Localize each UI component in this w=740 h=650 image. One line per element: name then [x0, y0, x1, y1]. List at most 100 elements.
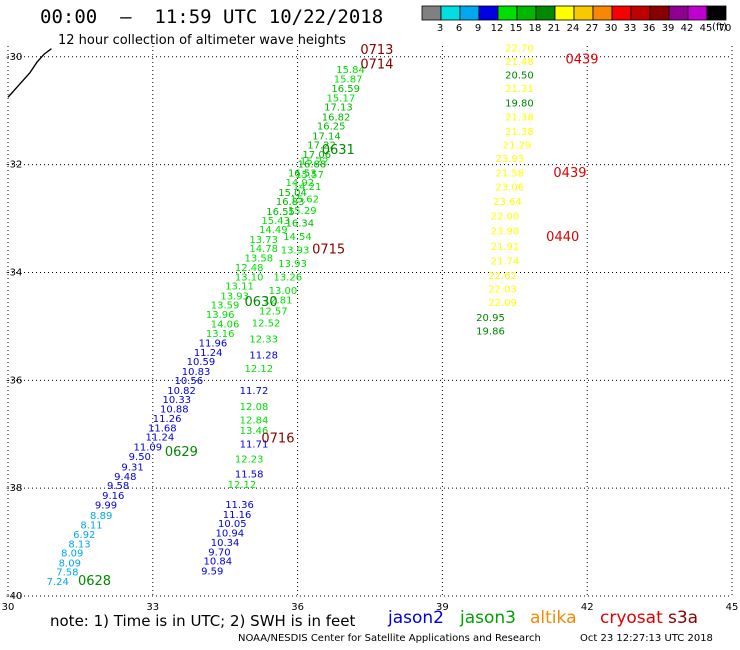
wave-height-value: 13.93	[278, 259, 307, 270]
scale-label: 27	[586, 23, 599, 34]
lat-tick-label: -30	[6, 52, 22, 63]
wave-height-value: 10.88	[160, 405, 189, 416]
legend-s3a: s3a	[668, 608, 699, 628]
wave-height-value: 16.34	[286, 219, 315, 230]
wave-height-value: 15.43	[261, 216, 290, 227]
wave-height-value: 8.09	[59, 558, 81, 569]
wave-height-value: 21.58	[495, 168, 524, 179]
scale-swatch	[535, 5, 556, 21]
scale-label: 15	[510, 23, 523, 34]
wave-height-value: 12.23	[235, 454, 264, 465]
wave-height-value: 13.10	[235, 273, 264, 284]
wave-height-value: 13.59	[211, 301, 240, 312]
wave-height-value: 21.74	[491, 256, 520, 267]
footer-credit: NOAA/NESDIS Center for Satellite Applica…	[238, 633, 541, 644]
legend-cryosat: cryosat	[600, 608, 663, 628]
wave-height-value: 20.95	[476, 313, 505, 324]
map-subtitle: 12 hour collection of altimeter wave hei…	[58, 33, 346, 48]
scale-swatch	[668, 5, 689, 21]
wave-height-value: 16.55	[266, 207, 295, 218]
wave-height-value: 20.50	[505, 70, 534, 81]
wave-height-value: 21.38	[505, 127, 534, 138]
wave-height-value: 11.24	[146, 433, 175, 444]
lat-tick-label: -40	[6, 591, 22, 602]
wave-height-value: 10.34	[211, 538, 240, 549]
scale-label: 36	[643, 23, 656, 34]
scale-swatch	[497, 5, 518, 21]
wave-height-value: 23.90	[491, 227, 520, 238]
wave-height-value: 15.04	[278, 188, 307, 199]
wave-height-value: 12.84	[240, 415, 269, 426]
wave-height-value: 9.58	[107, 481, 129, 492]
wave-height-value: 21.38	[505, 112, 534, 123]
wave-height-value: 12.33	[249, 335, 278, 346]
wave-height-value: 9.48	[114, 472, 136, 483]
wave-height-value: 9.50	[129, 452, 151, 463]
legend-jason3: jason3	[460, 608, 516, 628]
legend-jason2: jason2	[388, 608, 444, 628]
pass-time-label: 0439	[553, 166, 586, 181]
wave-height-value: 11.96	[199, 338, 228, 349]
wave-height-value: 21.31	[505, 84, 534, 95]
wave-height-value: 16.25	[317, 122, 346, 133]
wave-height-value: 15.22	[300, 157, 329, 168]
wave-height-value: 10.94	[216, 529, 245, 540]
lon-tick-label: 33	[146, 602, 159, 613]
wave-height-value: 19.80	[505, 98, 534, 109]
scale-swatch	[554, 5, 575, 21]
wave-height-value: 9.59	[201, 566, 223, 577]
lon-tick-label: 42	[581, 602, 594, 613]
wave-height-value: 7.58	[56, 568, 78, 579]
wave-height-value: 13.96	[206, 310, 235, 321]
scale-swatch	[459, 5, 480, 21]
wave-height-value: 7.24	[47, 577, 69, 588]
wave-height-value: 9.31	[121, 462, 143, 473]
wave-height-value: 13.58	[245, 254, 274, 265]
scale-swatch	[592, 5, 613, 21]
wave-height-value: 6.92	[73, 530, 95, 541]
wave-height-value: 11.28	[249, 351, 278, 362]
wave-height-value: 9.70	[208, 548, 230, 559]
wave-height-value: 12.57	[259, 307, 288, 318]
wave-height-value: 12.08	[240, 402, 269, 413]
pass-time-label: 0628	[78, 574, 111, 589]
scale-swatch	[440, 5, 461, 21]
wave-height-value: 13.73	[249, 235, 278, 246]
wave-height-value: 21.29	[503, 140, 532, 151]
wave-height-value: 10.59	[187, 357, 216, 368]
lat-tick-label: -38	[6, 483, 22, 494]
wave-height-value: 15.17	[327, 94, 356, 105]
scale-label: 33	[624, 23, 637, 34]
pass-time-label: 0716	[261, 431, 294, 446]
wave-height-value: 13.00	[269, 286, 298, 297]
scale-label: 45	[700, 23, 713, 34]
pass-time-label: 0629	[165, 445, 198, 460]
wave-height-value: 11.24	[194, 348, 223, 359]
wave-height-value: 23.64	[493, 197, 522, 208]
wave-height-value: 11.58	[235, 469, 264, 480]
wave-height-value: 14.21	[293, 182, 322, 193]
wave-height-value: 22.62	[488, 271, 517, 282]
lat-tick-label: -32	[6, 160, 22, 171]
wave-height-value: 17.22	[307, 140, 336, 151]
wave-height-value: 17.13	[324, 103, 353, 114]
wave-height-value: 13.46	[240, 426, 269, 437]
wave-height-value: 11.71	[240, 440, 269, 451]
wave-height-value: 23.93	[495, 154, 524, 165]
wave-height-value: 8.89	[90, 511, 112, 522]
wave-height-value: 16.83	[276, 197, 305, 208]
wave-height-value: 15.62	[290, 194, 319, 205]
wave-height-value: 22.70	[505, 43, 534, 54]
wave-height-value: 12.12	[245, 364, 274, 375]
wave-height-value: 9.99	[95, 501, 117, 512]
lat-tick-label: -36	[6, 375, 22, 386]
wave-height-value: 15.87	[334, 75, 363, 86]
wave-height-value: 16.59	[331, 84, 360, 95]
wave-height-value: 11.36	[225, 500, 254, 511]
scale-label: 30	[605, 23, 618, 34]
wave-height-value: 10.33	[162, 395, 191, 406]
scale-label: 3	[437, 23, 443, 34]
wave-height-value: 15.84	[336, 65, 365, 76]
wave-height-value: 14.92	[286, 178, 315, 189]
wave-height-value: 22.00	[491, 212, 520, 223]
